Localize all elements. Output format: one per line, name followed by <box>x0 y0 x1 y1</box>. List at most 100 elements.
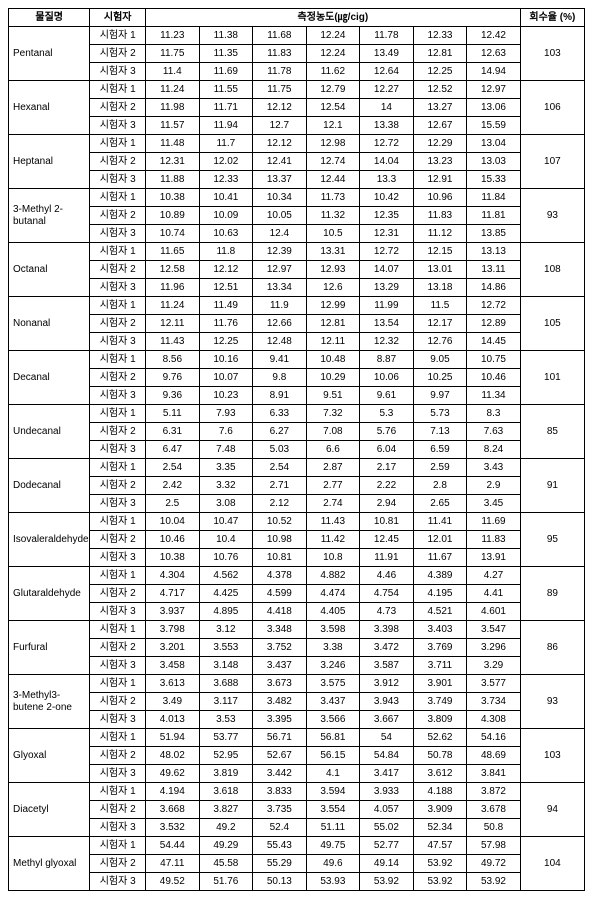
value-cell: 3.442 <box>253 765 307 783</box>
value-cell: 3.594 <box>306 783 360 801</box>
value-cell: 47.11 <box>146 855 200 873</box>
value-cell: 11.96 <box>146 279 200 297</box>
table-row: Pentanal시험자 111.2311.3811.6812.2411.7812… <box>9 27 585 45</box>
value-cell: 11.23 <box>146 27 200 45</box>
value-cell: 53.77 <box>199 729 253 747</box>
value-cell: 3.809 <box>413 711 467 729</box>
value-cell: 3.841 <box>467 765 521 783</box>
tester-label: 시험자 2 <box>90 693 146 711</box>
value-cell: 10.4 <box>199 531 253 549</box>
tester-label: 시험자 3 <box>90 819 146 837</box>
value-cell: 4.521 <box>413 603 467 621</box>
table-row: Glutaraldehyde시험자 14.3044.5624.3784.8824… <box>9 567 585 585</box>
tester-label: 시험자 3 <box>90 117 146 135</box>
value-cell: 3.577 <box>467 675 521 693</box>
value-cell: 14.45 <box>467 333 521 351</box>
value-cell: 11.38 <box>199 27 253 45</box>
value-cell: 12.17 <box>413 315 467 333</box>
value-cell: 49.75 <box>306 837 360 855</box>
table-row: 시험자 212.5812.1212.9712.9314.0713.0113.11 <box>9 261 585 279</box>
table-row: 시험자 23.6683.8273.7353.5544.0573.9093.678 <box>9 801 585 819</box>
value-cell: 10.23 <box>199 387 253 405</box>
value-cell: 2.77 <box>306 477 360 495</box>
value-cell: 12.74 <box>306 153 360 171</box>
value-cell: 7.63 <box>467 423 521 441</box>
value-cell: 51.94 <box>146 729 200 747</box>
value-cell: 7.13 <box>413 423 467 441</box>
tester-label: 시험자 3 <box>90 603 146 621</box>
value-cell: 4.425 <box>199 585 253 603</box>
value-cell: 12.11 <box>146 315 200 333</box>
value-cell: 4.304 <box>146 567 200 585</box>
tester-label: 시험자 2 <box>90 639 146 657</box>
value-cell: 2.5 <box>146 495 200 513</box>
table-row: 시험자 247.1145.5855.2949.649.1453.9249.72 <box>9 855 585 873</box>
value-cell: 2.17 <box>360 459 414 477</box>
value-cell: 11.43 <box>306 513 360 531</box>
value-cell: 9.36 <box>146 387 200 405</box>
tester-label: 시험자 3 <box>90 63 146 81</box>
value-cell: 2.71 <box>253 477 307 495</box>
substance-name: Glutaraldehyde <box>9 567 90 621</box>
header-conc: 측정농도(㎍/cig) <box>146 9 521 27</box>
recovery-rate: 108 <box>520 243 584 297</box>
table-row: Octanal시험자 111.6511.812.3913.3112.7212.1… <box>9 243 585 261</box>
value-cell: 3.482 <box>253 693 307 711</box>
value-cell: 13.04 <box>467 135 521 153</box>
value-cell: 11.12 <box>413 225 467 243</box>
value-cell: 11.69 <box>199 63 253 81</box>
value-cell: 11.88 <box>146 171 200 189</box>
value-cell: 12.72 <box>360 135 414 153</box>
value-cell: 3.734 <box>467 693 521 711</box>
recovery-rate: 101 <box>520 351 584 405</box>
value-cell: 9.41 <box>253 351 307 369</box>
tester-label: 시험자 3 <box>90 711 146 729</box>
value-cell: 45.58 <box>199 855 253 873</box>
tester-label: 시험자 3 <box>90 657 146 675</box>
value-cell: 12.33 <box>199 171 253 189</box>
tester-label: 시험자 2 <box>90 153 146 171</box>
value-cell: 9.97 <box>413 387 467 405</box>
value-cell: 49.29 <box>199 837 253 855</box>
value-cell: 11.71 <box>199 99 253 117</box>
value-cell: 3.688 <box>199 675 253 693</box>
value-cell: 11.24 <box>146 297 200 315</box>
value-cell: 4.013 <box>146 711 200 729</box>
value-cell: 3.769 <box>413 639 467 657</box>
table-row: Decanal시험자 18.5610.169.4110.488.879.0510… <box>9 351 585 369</box>
value-cell: 12.81 <box>306 315 360 333</box>
value-cell: 49.52 <box>146 873 200 891</box>
value-cell: 3.437 <box>253 657 307 675</box>
value-cell: 4.378 <box>253 567 307 585</box>
value-cell: 10.16 <box>199 351 253 369</box>
table-row: Undecanal시험자 15.117.936.337.325.35.738.3… <box>9 405 585 423</box>
value-cell: 13.49 <box>360 45 414 63</box>
value-cell: 12.4 <box>253 225 307 243</box>
value-cell: 11.9 <box>253 297 307 315</box>
table-row: 시험자 36.477.485.036.66.046.598.24 <box>9 441 585 459</box>
substance-name: Hexanal <box>9 81 90 135</box>
value-cell: 3.38 <box>306 639 360 657</box>
value-cell: 4.73 <box>360 603 414 621</box>
value-cell: 2.59 <box>413 459 467 477</box>
substance-name: Methyl glyoxal <box>9 837 90 891</box>
tester-label: 시험자 3 <box>90 333 146 351</box>
value-cell: 4.41 <box>467 585 521 603</box>
value-cell: 10.96 <box>413 189 467 207</box>
value-cell: 3.35 <box>199 459 253 477</box>
value-cell: 54 <box>360 729 414 747</box>
value-cell: 11.83 <box>467 531 521 549</box>
value-cell: 2.42 <box>146 477 200 495</box>
tester-label: 시험자 3 <box>90 441 146 459</box>
table-row: 3-Methyl 2-butanal시험자 110.3810.4110.3411… <box>9 189 585 207</box>
value-cell: 48.02 <box>146 747 200 765</box>
value-cell: 14.86 <box>467 279 521 297</box>
tester-label: 시험자 1 <box>90 621 146 639</box>
substance-name: Nonanal <box>9 297 90 351</box>
substance-name: Dodecanal <box>9 459 90 513</box>
value-cell: 12.91 <box>413 171 467 189</box>
value-cell: 4.474 <box>306 585 360 603</box>
value-cell: 10.8 <box>306 549 360 567</box>
value-cell: 3.901 <box>413 675 467 693</box>
table-row: 시험자 33.53249.252.451.1155.0252.3450.8 <box>9 819 585 837</box>
